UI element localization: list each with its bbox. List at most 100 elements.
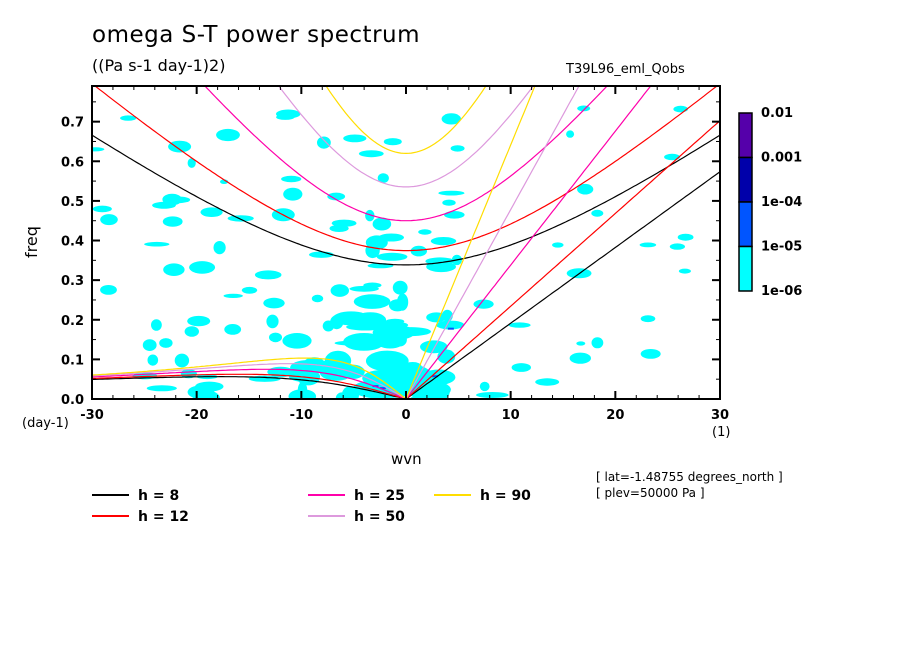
rossby-curve <box>92 368 407 399</box>
power-patch <box>254 270 282 280</box>
power-patch <box>187 158 196 168</box>
dispersion-curve-group <box>92 86 536 399</box>
power-patch-high <box>379 387 386 390</box>
power-patch <box>677 233 694 241</box>
power-patch <box>343 134 367 143</box>
power-patch-high <box>432 375 439 378</box>
legend-label: h = 50 <box>354 509 405 525</box>
power-patch <box>552 242 564 248</box>
inertia-gravity-n1-curve <box>92 134 720 266</box>
power-patch <box>664 153 681 161</box>
colorbar: 0.01 0.001 1e-04 1e-05 1e-06 <box>738 106 802 299</box>
power-patch <box>276 109 301 119</box>
power-patch <box>317 136 331 149</box>
dispersion-curve-group <box>92 86 720 399</box>
power-patch <box>162 216 183 227</box>
power-patch <box>569 352 591 364</box>
y-tick-label: 0.6 <box>61 155 84 170</box>
power-patch <box>263 297 285 309</box>
kelvin-curve <box>405 120 720 399</box>
power-patch <box>576 341 586 346</box>
power-patch <box>365 243 380 259</box>
power-patch <box>165 196 191 204</box>
power-patch <box>377 173 389 184</box>
pressure-level-annotation: [ plev=50000 Pa ] <box>596 486 705 500</box>
y-tick-label: 0.7 <box>61 116 84 131</box>
power-patch <box>678 268 691 274</box>
colorbar-label: 0.001 <box>761 151 802 166</box>
power-patch <box>147 354 159 366</box>
power-patch <box>146 385 177 392</box>
power-patch <box>151 319 162 331</box>
x-axis-label: wvn <box>391 450 422 468</box>
legend-item: h = 25 <box>308 488 405 504</box>
y-tick-label: 0.4 <box>61 235 84 250</box>
axes: -30 -20 -10 0 10 20 30 0.0 0.1 0.2 0.3 0.4 0.5 0.6 0.7 <box>61 86 729 423</box>
power-patch <box>577 183 594 195</box>
power-patch <box>591 209 604 217</box>
legend-item: h = 90 <box>434 488 531 504</box>
colorbar-label: 1e-04 <box>761 195 802 210</box>
dispersion-curve-group <box>92 86 652 399</box>
power-patch <box>420 340 448 354</box>
kelvin-curve <box>405 86 580 399</box>
power-patch <box>174 353 190 368</box>
colorbar-label: 1e-05 <box>761 240 802 255</box>
legend-item: h = 50 <box>308 509 405 525</box>
power-patch <box>479 381 490 392</box>
x-tick-label: -10 <box>290 408 314 423</box>
inertia-gravity-n1-curve <box>325 86 487 155</box>
power-patch <box>383 138 402 146</box>
power-patch <box>437 349 456 364</box>
power-patch <box>392 280 408 295</box>
power-patch <box>365 209 375 222</box>
y-tick-label: 0.2 <box>61 314 84 329</box>
power-patch <box>640 315 656 323</box>
dispersion-curve-group <box>92 134 720 399</box>
power-patch <box>142 339 157 351</box>
x-tick-label: 30 <box>711 408 729 423</box>
power-patch <box>92 205 112 213</box>
power-patch <box>100 214 118 226</box>
power-patch <box>330 284 349 297</box>
x-tick-label: 10 <box>502 408 520 423</box>
power-patch <box>227 215 254 222</box>
power-patch <box>403 367 433 384</box>
power-patch <box>184 326 199 337</box>
power-patch <box>353 294 391 309</box>
power-patch <box>640 349 661 359</box>
power-patch <box>418 229 432 235</box>
legend-label: h = 25 <box>354 488 405 504</box>
inertia-gravity-n1-curve <box>94 86 718 252</box>
power-patch <box>511 363 531 372</box>
power-patch <box>669 243 686 250</box>
power-patch <box>383 362 394 381</box>
power-patch <box>223 293 243 298</box>
power-patch <box>200 207 223 217</box>
power-patch <box>329 224 349 232</box>
power-patch <box>168 140 192 153</box>
power-patch <box>441 309 453 322</box>
y-tick-label: 0.0 <box>61 393 84 408</box>
power-patch <box>535 378 560 386</box>
legend-label: h = 12 <box>138 509 189 525</box>
power-patch <box>442 199 456 206</box>
power-patch <box>381 253 405 258</box>
inertia-gravity-n1-curve <box>278 86 534 188</box>
rossby-curve <box>92 363 407 399</box>
legend-label: h = 8 <box>138 488 179 504</box>
power-patch <box>473 299 494 309</box>
colorbar-label: 1e-06 <box>761 284 802 299</box>
power-patch <box>508 322 531 328</box>
power-patch <box>92 147 105 152</box>
run-id: T39L96_eml_Qobs <box>566 62 685 77</box>
power-patch <box>224 324 242 335</box>
power-patch <box>410 245 427 257</box>
rossby-curve <box>92 373 407 399</box>
dispersion-curves <box>92 86 720 399</box>
power-patch <box>159 338 173 348</box>
y-tick-label: 0.3 <box>61 274 84 289</box>
power-patch <box>266 314 279 329</box>
power-patch <box>100 285 117 295</box>
